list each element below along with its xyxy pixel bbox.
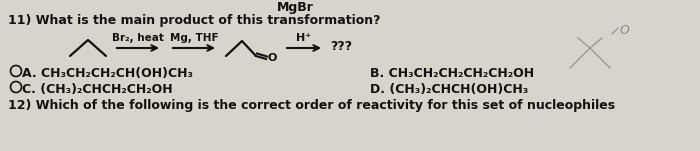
Text: B. CH₃CH₂CH₂CH₂CH₂OH: B. CH₃CH₂CH₂CH₂CH₂OH — [370, 67, 534, 80]
Text: O: O — [267, 53, 276, 63]
Text: H⁺: H⁺ — [296, 33, 312, 43]
Text: 12) Which of the following is the correct order of reactivity for this set of nu: 12) Which of the following is the correc… — [8, 99, 615, 112]
Text: D. (CH₃)₂CHCH(OH)CH₃: D. (CH₃)₂CHCH(OH)CH₃ — [370, 83, 528, 96]
Text: MgBr: MgBr — [276, 1, 314, 14]
Text: O: O — [620, 24, 630, 37]
Text: ???: ??? — [330, 40, 352, 53]
Text: A. CH₃CH₂CH₂CH(OH)CH₃: A. CH₃CH₂CH₂CH(OH)CH₃ — [22, 67, 193, 80]
Text: 11) What is the main product of this transformation?: 11) What is the main product of this tra… — [8, 14, 381, 27]
Text: Mg, THF: Mg, THF — [169, 33, 218, 43]
Text: Br₂, heat: Br₂, heat — [112, 33, 164, 43]
Text: C. (CH₃)₂CHCH₂CH₂OH: C. (CH₃)₂CHCH₂CH₂OH — [22, 83, 173, 96]
